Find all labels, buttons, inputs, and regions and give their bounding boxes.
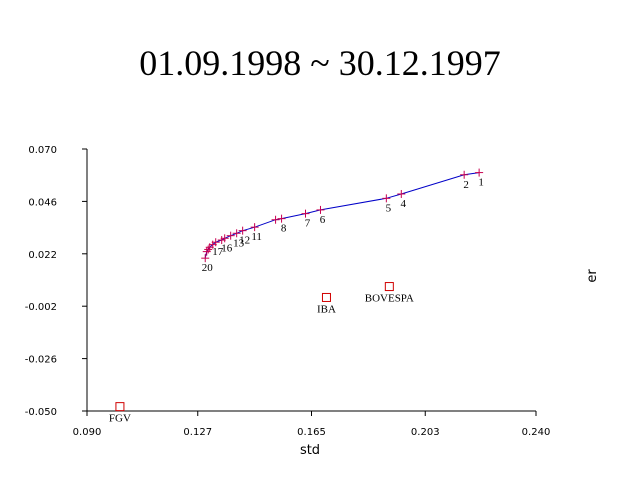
frontier-point-label: 13 bbox=[233, 237, 245, 249]
frontier-point-label: 2 bbox=[463, 179, 469, 191]
x-tick-label: 0.240 bbox=[522, 427, 551, 438]
frontier-point-label: 4 bbox=[401, 198, 407, 210]
y-axis-label: er bbox=[585, 269, 600, 283]
x-axis-label: std bbox=[300, 443, 320, 458]
y-tick-label: 0.046 bbox=[28, 197, 57, 208]
asset-point bbox=[384, 282, 394, 292]
frontier-point-label: 8 bbox=[281, 223, 287, 235]
x-tick-label: 0.127 bbox=[183, 427, 212, 438]
asset-label: FGV bbox=[109, 413, 131, 425]
chart-title: 01.09.1998 ~ 30.12.1997 bbox=[139, 43, 501, 83]
frontier-point-label: 16 bbox=[221, 242, 233, 254]
frontier-point-label: 17 bbox=[212, 246, 224, 258]
frontier-point-label: 1 bbox=[478, 177, 484, 189]
y-tick-label: -0.002 bbox=[25, 302, 57, 313]
y-tick-label: -0.026 bbox=[25, 355, 57, 366]
frontier-point-label: 20 bbox=[202, 262, 214, 274]
y-tick-label: 0.022 bbox=[28, 250, 57, 261]
y-tick-label: 0.070 bbox=[28, 145, 57, 156]
frontier-point-label: 12 bbox=[239, 235, 250, 247]
frontier-point-label: 6 bbox=[320, 214, 326, 226]
x-tick-label: 0.165 bbox=[297, 427, 326, 438]
frontier-point-label: 5 bbox=[386, 202, 392, 214]
x-tick-label: 0.090 bbox=[73, 427, 102, 438]
y-tick-label: -0.050 bbox=[25, 407, 57, 418]
x-tick-label: 0.203 bbox=[411, 427, 440, 438]
frontier-point-label: 11 bbox=[251, 231, 262, 243]
frontier-point-label: 7 bbox=[305, 218, 311, 230]
asset-label: IBA bbox=[317, 303, 336, 315]
asset-label: BOVESPA bbox=[365, 293, 414, 305]
asset-point bbox=[321, 292, 331, 302]
asset-point bbox=[115, 402, 125, 412]
